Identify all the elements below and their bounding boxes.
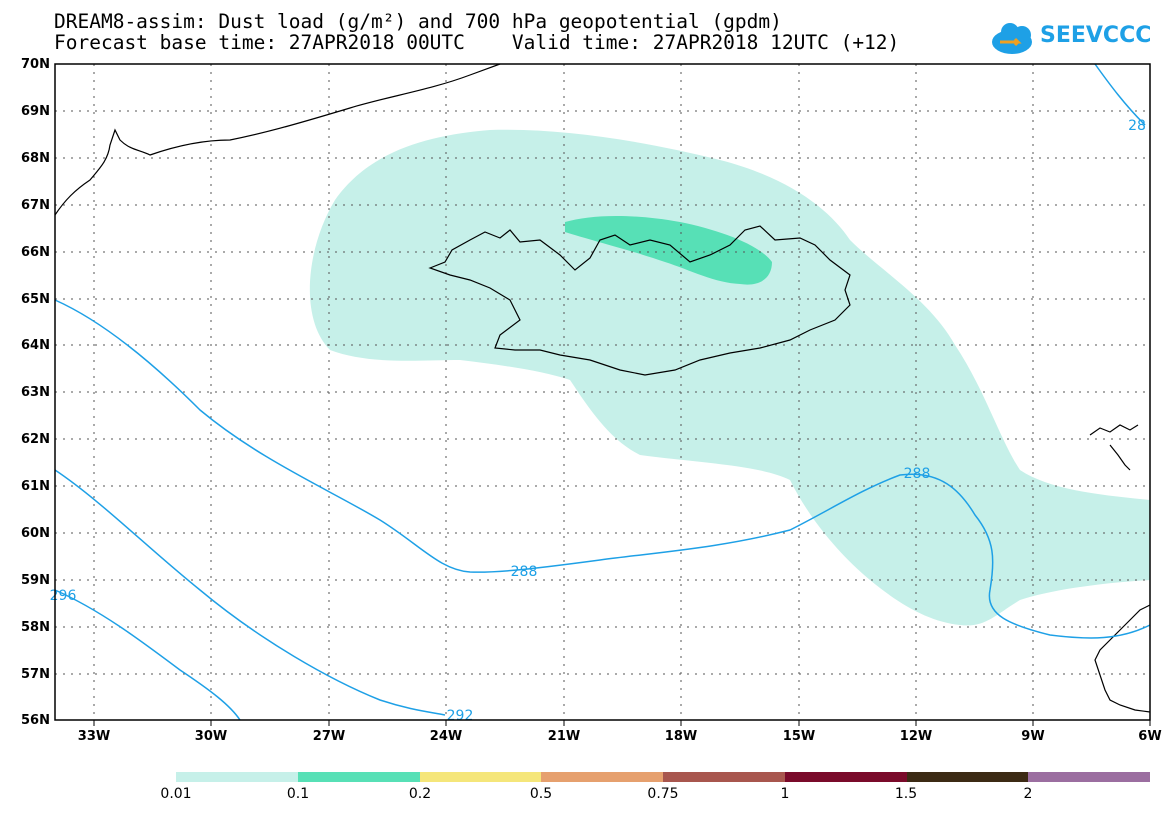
coastlines <box>54 63 1151 713</box>
colorbar-label-0-1: 0.1 <box>286 786 310 802</box>
graticule <box>55 64 1150 720</box>
lat-label-64n: 64N <box>21 338 50 353</box>
lat-label-60n: 60N <box>21 526 50 541</box>
lon-label-15w: 15W <box>782 729 816 744</box>
contour-label-292: 292 <box>447 708 474 724</box>
colorbar-label-2: 2 <box>1023 786 1033 802</box>
colorbar-label-1-5: 1.5 <box>894 786 918 802</box>
lat-label-58n: 58N <box>21 620 50 635</box>
lon-label-21w: 21W <box>547 729 581 744</box>
lon-label-6w: 6W <box>1138 729 1162 744</box>
geopotential-contours <box>54 63 1151 721</box>
scotland-coast <box>1094 604 1151 713</box>
colorbar <box>176 772 1150 782</box>
lon-label-33w: 33W <box>77 729 111 744</box>
colorbar-segment-5 <box>663 772 785 782</box>
colorbar-label-0-2: 0.2 <box>408 786 432 802</box>
frame-ticks <box>93 720 1151 726</box>
logo-text: SEEVCCC <box>1040 23 1152 48</box>
contour-label-296: 296 <box>50 588 77 604</box>
lat-label-61n: 61N <box>21 479 50 494</box>
colorbar-segment-7 <box>906 772 1029 782</box>
contour-label-28x: 28 <box>1128 118 1146 134</box>
lat-label-62n: 62N <box>21 432 50 447</box>
title-line-2: Forecast base time: 27APR2018 00UTC Vali… <box>54 31 900 54</box>
lat-label-65n: 65N <box>21 292 50 307</box>
lat-label-67n: 67N <box>21 198 50 213</box>
lon-label-24w: 24W <box>429 729 463 744</box>
colorbar-label-0-5: 0.5 <box>529 786 553 802</box>
colorbar-label-0-75: 0.75 <box>647 786 679 802</box>
contour-28x <box>1094 63 1146 126</box>
lat-label-63n: 63N <box>21 385 50 400</box>
lat-label-57n: 57N <box>21 667 50 682</box>
lat-label-69n: 69N <box>21 104 50 119</box>
map-frame <box>54 63 1151 721</box>
lat-label-70n: 70N <box>21 57 50 72</box>
colorbar-label-0-01: 0.01 <box>160 786 192 802</box>
contour-296 <box>54 589 241 721</box>
title-line-1: DREAM8-assim: Dust load (g/m²) and 700 h… <box>54 10 782 33</box>
colorbar-segment-3 <box>419 772 542 782</box>
lat-label-56n: 56N <box>21 713 50 728</box>
colorbar-segment-8 <box>1028 772 1150 782</box>
dust-region-mid <box>565 215 772 285</box>
contour-label-288-a: 288 <box>511 564 538 580</box>
lon-label-18w: 18W <box>664 729 698 744</box>
colorbar-segment-4 <box>541 772 663 782</box>
seevccc-logo-icon <box>992 23 1032 54</box>
colorbar-segment-1 <box>176 772 298 782</box>
cloud-icon <box>992 23 1032 54</box>
contour-288 <box>54 299 1151 639</box>
lat-label-68n: 68N <box>21 151 50 166</box>
greenland-coast <box>54 63 501 216</box>
contour-292 <box>54 469 446 716</box>
lat-label-66n: 66N <box>21 245 50 260</box>
lon-label-9w: 9W <box>1021 729 1045 744</box>
lon-label-12w: 12W <box>899 729 933 744</box>
lon-label-27w: 27W <box>312 729 346 744</box>
iceland-coast <box>428 225 851 376</box>
colorbar-segment-6 <box>784 772 907 782</box>
colorbar-label-1: 1 <box>780 786 790 802</box>
dust-region-low <box>309 129 1150 626</box>
faroe-islands <box>1089 424 1139 471</box>
colorbar-segment-2 <box>297 772 420 782</box>
lat-label-59n: 59N <box>21 573 50 588</box>
lon-label-30w: 30W <box>194 729 228 744</box>
contour-label-288-b: 288 <box>904 466 931 482</box>
